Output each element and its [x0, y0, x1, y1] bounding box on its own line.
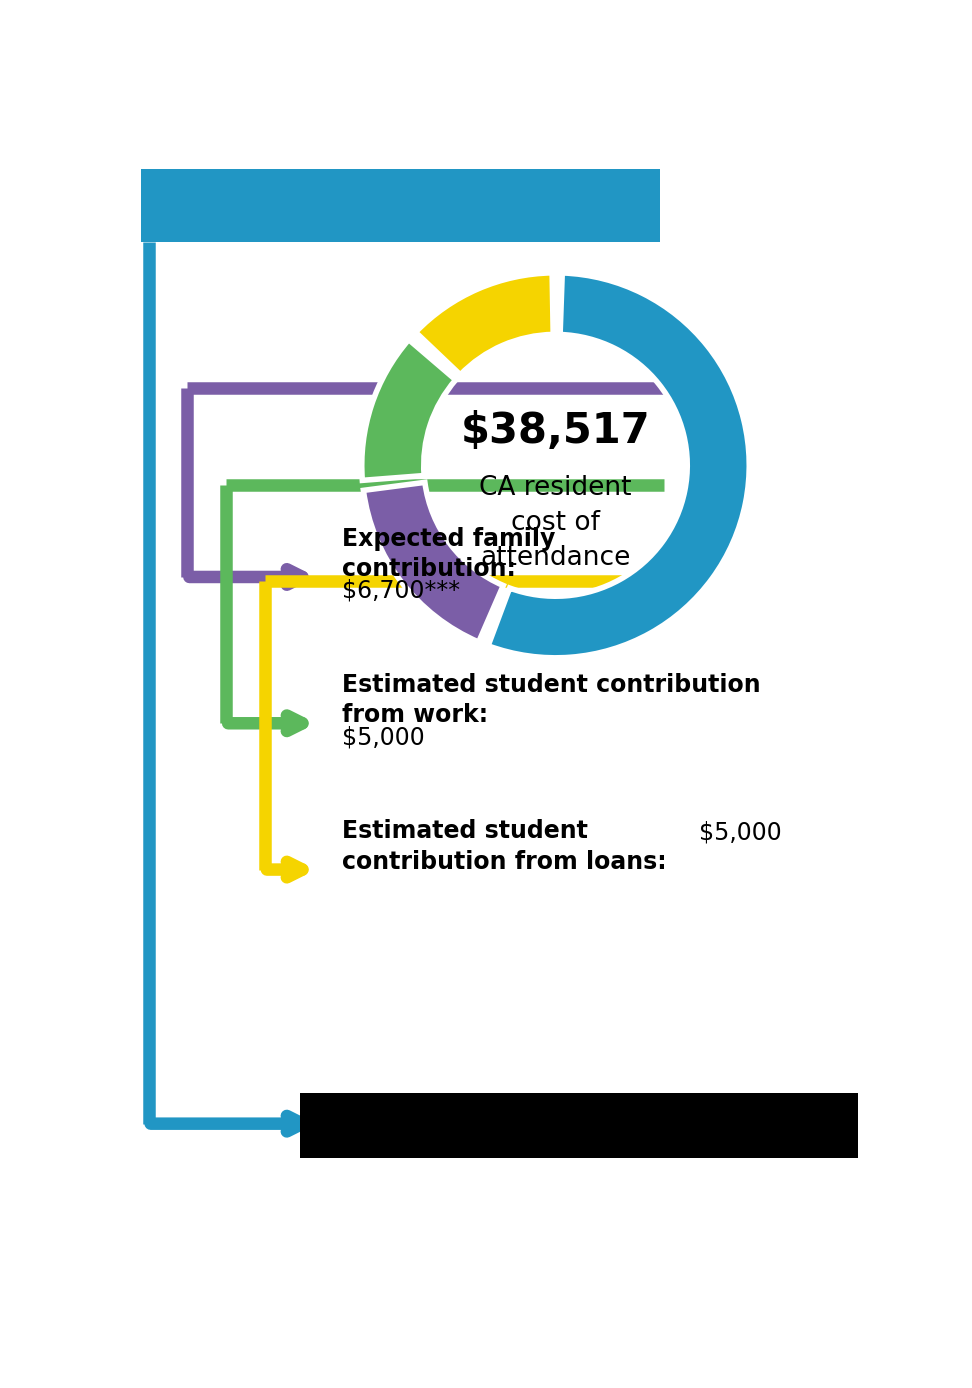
Text: $38,517: $38,517	[461, 409, 650, 451]
Wedge shape	[362, 340, 456, 480]
Text: Estimated student
contribution from loans:: Estimated student contribution from loan…	[342, 819, 667, 874]
Text: Expected family
contribution:: Expected family contribution:	[342, 526, 556, 582]
FancyBboxPatch shape	[141, 169, 660, 242]
Wedge shape	[364, 483, 503, 643]
Text: Estimated student contribution
from work:: Estimated student contribution from work…	[342, 673, 761, 727]
Text: CA resident
cost of
attendance: CA resident cost of attendance	[479, 475, 632, 570]
Text: $5,000: $5,000	[699, 820, 781, 845]
Text: $6,700***: $6,700***	[342, 579, 461, 602]
Wedge shape	[416, 273, 553, 375]
FancyBboxPatch shape	[299, 1092, 857, 1159]
Text: $5,000: $5,000	[342, 725, 425, 750]
Wedge shape	[488, 273, 749, 658]
